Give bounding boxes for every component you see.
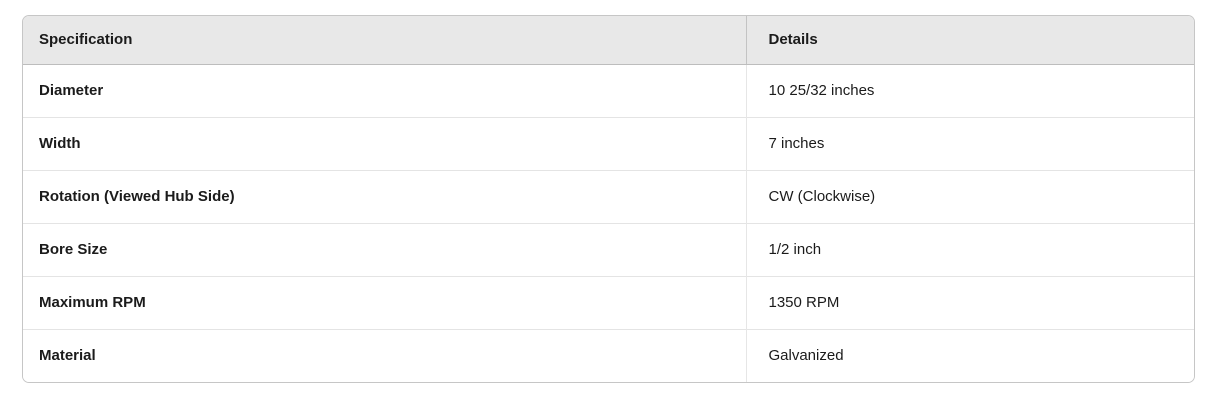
table-row-width: Width 7 inches	[23, 116, 1194, 170]
spec-label-maximum-rpm: Maximum RPM	[23, 275, 747, 329]
table-row-material: Material Galvanized	[23, 328, 1194, 382]
column-header-details: Details	[746, 16, 1194, 65]
spec-label-width: Width	[23, 116, 747, 170]
specifications-table: Specification Details Diameter 10 25/32 …	[22, 15, 1195, 383]
spec-table: Specification Details Diameter 10 25/32 …	[23, 16, 1194, 382]
table-row-rotation: Rotation (Viewed Hub Side) CW (Clockwise…	[23, 169, 1194, 223]
spec-value-bore-size: 1/2 inch	[746, 222, 1194, 276]
spec-value-maximum-rpm: 1350 RPM	[746, 275, 1194, 329]
spec-label-bore-size: Bore Size	[23, 222, 747, 276]
table-header-row: Specification Details	[23, 16, 1194, 65]
spec-label-diameter: Diameter	[23, 64, 747, 117]
spec-label-material: Material	[23, 328, 747, 382]
spec-value-diameter: 10 25/32 inches	[746, 64, 1194, 117]
spec-label-rotation: Rotation (Viewed Hub Side)	[23, 169, 747, 223]
spec-value-width: 7 inches	[746, 116, 1194, 170]
spec-value-rotation: CW (Clockwise)	[746, 169, 1194, 223]
table-row-maximum-rpm: Maximum RPM 1350 RPM	[23, 275, 1194, 329]
table-row-bore-size: Bore Size 1/2 inch	[23, 222, 1194, 276]
spec-value-material: Galvanized	[746, 328, 1194, 382]
column-header-specification: Specification	[23, 16, 747, 65]
table-row-diameter: Diameter 10 25/32 inches	[23, 64, 1194, 117]
